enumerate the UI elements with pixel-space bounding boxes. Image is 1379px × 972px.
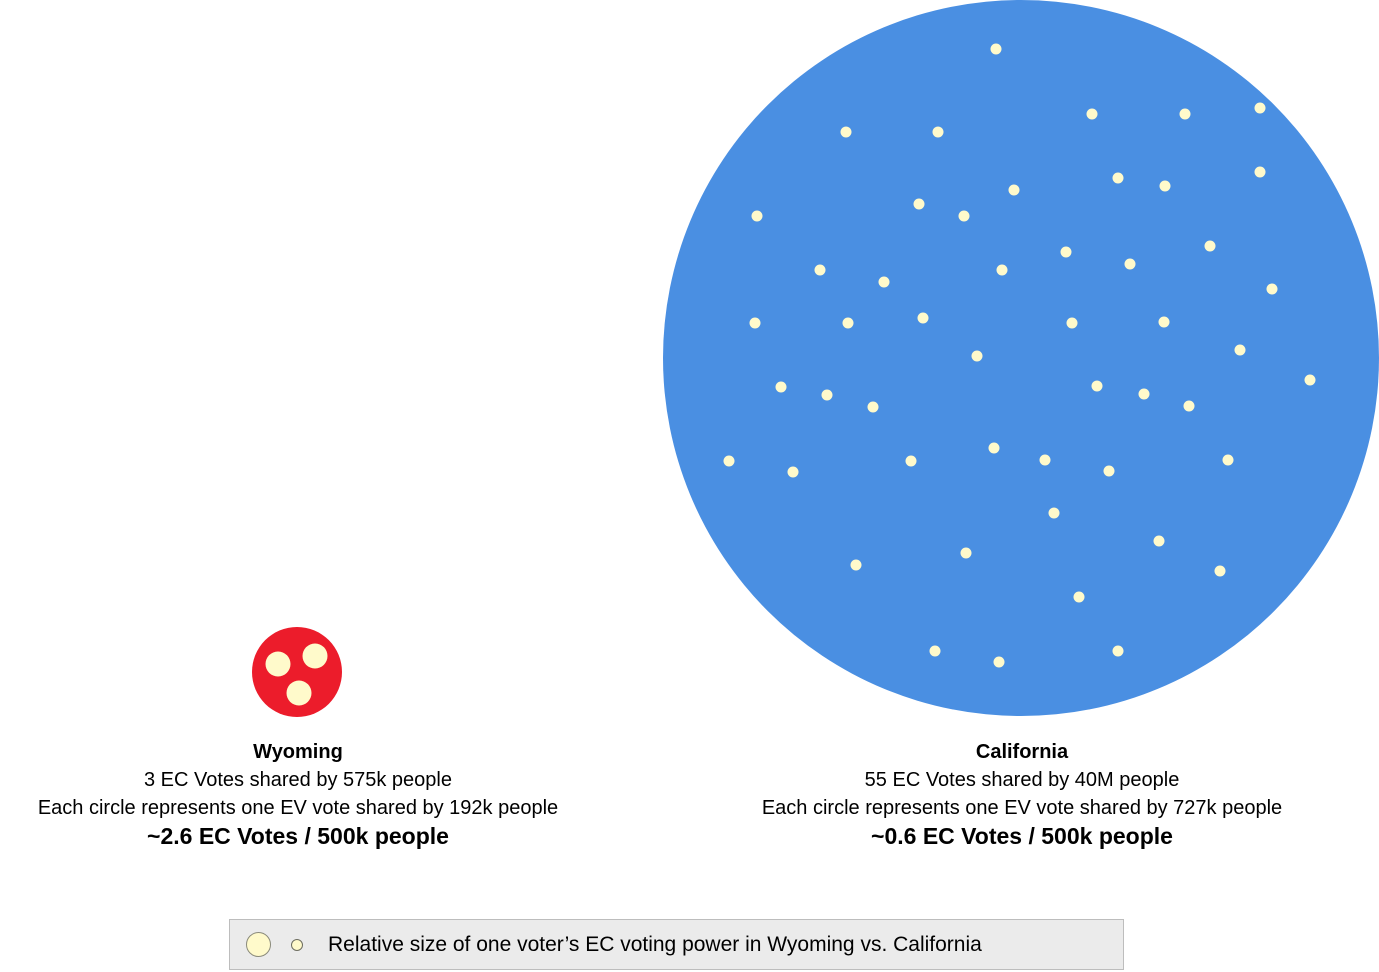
california-vote-dot-42 [1048,507,1060,519]
wyoming-caption: Wyoming 3 EC Votes shared by 575k people… [0,738,596,850]
california-vote-dot-35 [988,442,1000,454]
california-vote-dot-41 [1222,454,1234,466]
california-caption: California 55 EC Votes shared by 40M peo… [702,738,1342,850]
california-vote-dot-23 [917,312,929,324]
california-vote-dot-21 [749,317,761,329]
california-vote-dot-11 [751,210,763,222]
california-vote-dot-32 [1091,380,1103,392]
california-vote-dot-26 [1234,344,1246,356]
california-vote-dot-3 [1179,108,1191,120]
california-vote-dot-4 [1254,102,1266,114]
california-vote-dot-22 [842,317,854,329]
legend: Relative size of one voter’s EC voting p… [229,919,1124,970]
california-vote-dot-18 [996,264,1008,276]
california-vote-dot-19 [878,276,890,288]
california-vote-dot-15 [1060,246,1072,258]
california-vote-dot-36 [723,455,735,467]
california-vote-dot-1 [990,43,1002,55]
california-vote-dot-12 [913,198,925,210]
california-vote-dot-33 [1138,388,1150,400]
california-vote-dot-5 [840,126,852,138]
california-vote-dot-27 [971,350,983,362]
wyoming-votes-line: 3 EC Votes shared by 575k people [144,769,452,791]
california-vote-dot-40 [1103,465,1115,477]
california-vote-dot-8 [1159,180,1171,192]
california-vote-dot-48 [929,645,941,657]
california-vote-dot-24 [1066,317,1078,329]
california-vote-dot-29 [775,381,787,393]
california-vote-dot-7 [1112,172,1124,184]
wyoming-circle-explanation: Each circle represents one EV vote share… [37,797,559,819]
california-vote-dot-6 [932,126,944,138]
california-vote-dot-16 [1124,258,1136,270]
wyoming-vote-dot-1 [265,651,291,677]
california-vote-dot-25 [1158,316,1170,328]
california-vote-dot-31 [867,401,879,413]
california-vote-dot-9 [1254,166,1266,178]
california-vote-dot-50 [1112,645,1124,657]
california-vote-dot-13 [958,210,970,222]
california-vote-dot-30 [821,389,833,401]
wyoming-vote-dot-3 [286,680,312,706]
california-vote-dot-46 [1214,565,1226,577]
california-vote-dot-17 [814,264,826,276]
california-vote-dot-44 [960,547,972,559]
california-vote-dot-39 [1039,454,1051,466]
california-vote-dot-45 [850,559,862,571]
california-vote-dot-10 [1008,184,1020,196]
california-vote-dot-49 [993,656,1005,668]
california-vote-dot-37 [787,466,799,478]
california-circle-explanation: Each circle represents one EV vote share… [761,797,1283,819]
california-vote-dot-28 [1304,374,1316,386]
california-vote-dot-47 [1073,591,1085,603]
small-voter-dot-icon [291,939,303,951]
large-voter-dot-icon [246,932,271,957]
california-vote-dot-34 [1183,400,1195,412]
california-vote-dot-38 [905,455,917,467]
wyoming-ratio: ~2.6 EC Votes / 500k people [147,823,449,849]
legend-label: Relative size of one voter’s EC voting p… [328,933,982,956]
california-vote-dot-2 [1086,108,1098,120]
california-title: California [975,741,1069,763]
wyoming-vote-dot-2 [302,643,328,669]
california-vote-dot-14 [1204,240,1216,252]
california-circle [663,0,1379,716]
wyoming-title: Wyoming [253,741,343,763]
california-vote-dot-43 [1153,535,1165,547]
california-votes-line: 55 EC Votes shared by 40M people [864,769,1180,791]
california-ratio: ~0.6 EC Votes / 500k people [871,823,1173,849]
california-vote-dot-20 [1266,283,1278,295]
